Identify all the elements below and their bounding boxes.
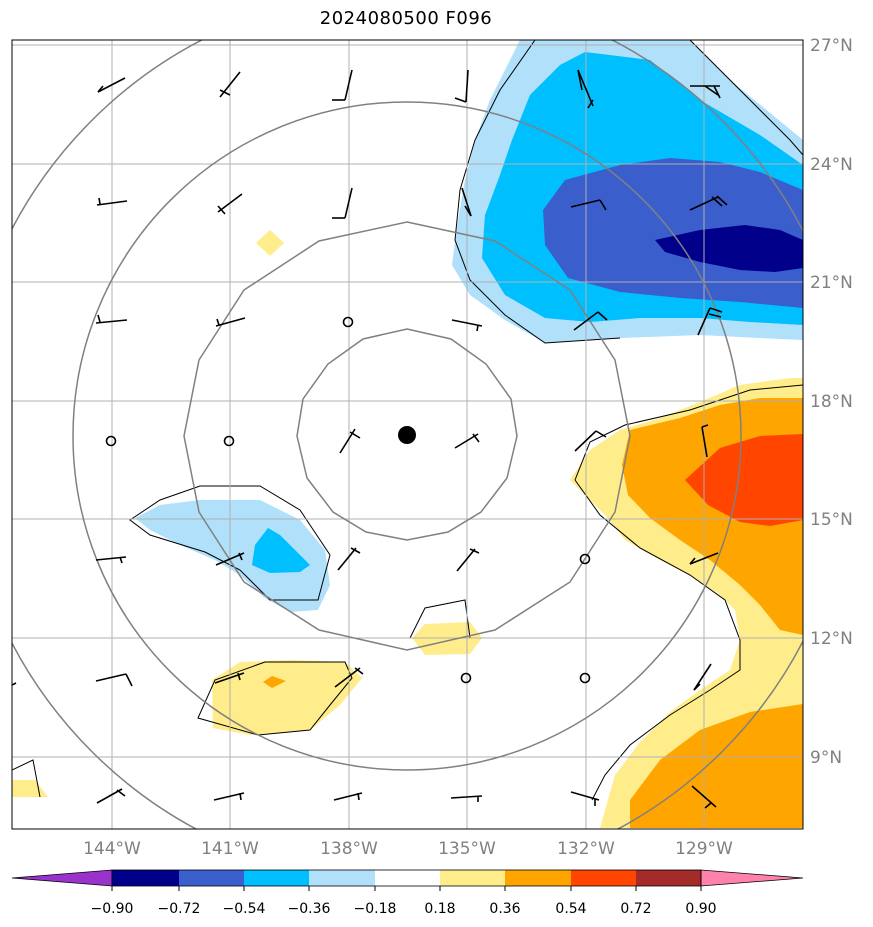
- colorbar-segment: [309, 870, 375, 886]
- wind-barb: [570, 791, 600, 806]
- wind-barb: [96, 197, 128, 206]
- lat-label: 18°N: [810, 392, 853, 412]
- colorbar-tick-label: −0.72: [158, 901, 201, 917]
- storm-center-dot: [398, 426, 416, 444]
- wind-barb: [214, 672, 245, 684]
- colorbar-segment: [244, 870, 309, 886]
- colorbar-tick-label: 0.36: [489, 901, 520, 917]
- lon-label: 144°W: [83, 839, 141, 859]
- colorbar-tick-label: 0.18: [424, 901, 455, 917]
- wind-barb: [451, 319, 483, 332]
- wind-barb: [333, 792, 363, 801]
- positive-anomaly-region-east: [570, 378, 803, 828]
- colorbar-segment: [505, 870, 571, 886]
- colorbar-segment: [440, 870, 505, 886]
- negative-anomaly-region-west: [135, 500, 330, 612]
- wind-barb: [450, 795, 483, 802]
- wind-barb: [689, 552, 719, 565]
- wind-barb: [95, 556, 127, 564]
- wind-barb: [461, 187, 472, 217]
- wind-barb: [217, 193, 243, 215]
- lon-label: 141°W: [201, 839, 259, 859]
- wind-barb: [215, 552, 245, 566]
- colorbar-tick-label: −0.90: [91, 901, 134, 917]
- wind-barb: [701, 424, 709, 458]
- wind-barb: [454, 69, 469, 103]
- lon-label: 132°W: [557, 839, 615, 859]
- negative-anomaly-region-north: [452, 40, 803, 343]
- colorbar-segment: [112, 870, 179, 886]
- wind-barb: [573, 311, 608, 331]
- wind-barb: [690, 85, 721, 99]
- wind-barb: [334, 667, 364, 688]
- wind-barb: [693, 663, 712, 691]
- calm-circle: [579, 672, 591, 684]
- colorbar-segment: [375, 870, 440, 886]
- colorbar-tick-label: 0.54: [555, 901, 586, 917]
- map-panel: [12, 40, 803, 829]
- wind-barb: [339, 428, 361, 454]
- wind-barb: [96, 788, 126, 804]
- calm-circle: [460, 672, 472, 684]
- calm-wind-markers: [105, 316, 591, 684]
- wind-barb: [574, 430, 607, 452]
- wind-barb: [454, 433, 480, 449]
- wind-barb: [95, 673, 133, 687]
- calm-circle: [105, 435, 117, 447]
- colorbar-segment: [179, 870, 244, 886]
- range-rings: [12, 40, 803, 829]
- lat-label: 9°N: [810, 748, 842, 768]
- wind-barb: [570, 199, 607, 211]
- wind-barb: [332, 187, 353, 219]
- colorbar: −0.90 −0.72 −0.54 −0.36 −0.18 0.18 0.36 …: [11, 869, 804, 917]
- map-title: 2024080500 F096: [319, 8, 493, 29]
- wind-barb: [12, 682, 17, 686]
- wind-barb: [332, 69, 353, 101]
- graticule: [12, 40, 803, 829]
- lat-label: 12°N: [810, 629, 853, 649]
- calm-circle: [223, 435, 235, 447]
- wind-barbs: [12, 69, 728, 809]
- lat-label: 27°N: [810, 36, 853, 56]
- lon-label: 129°W: [675, 839, 733, 859]
- longitude-labels: 144°W 141°W 138°W 135°W 132°W 129°W: [83, 839, 733, 859]
- colorbar-extend-high: [700, 869, 804, 887]
- latitude-labels: 27°N 24°N 21°N 18°N 15°N 12°N 9°N: [810, 36, 853, 768]
- colorbar-tick-label: −0.18: [354, 901, 397, 917]
- calm-circle: [579, 553, 591, 565]
- lat-label: 21°N: [810, 273, 853, 293]
- colorbar-segment: [571, 870, 636, 886]
- wind-barb: [577, 69, 594, 109]
- colorbar-tick-label: 0.72: [620, 901, 651, 917]
- wind-barb: [97, 77, 126, 93]
- calm-circle: [342, 316, 354, 328]
- wind-barb: [456, 548, 480, 572]
- colorbar-tick-label: −0.54: [223, 901, 266, 917]
- colorbar-tick-label: 0.90: [685, 901, 716, 917]
- wind-barb: [215, 317, 246, 327]
- colorbar-tick-label: −0.36: [288, 901, 331, 917]
- colorbar-extend-low: [11, 869, 113, 887]
- colorbar-segment: [636, 870, 701, 886]
- wind-barb: [95, 314, 128, 324]
- wind-barb: [337, 547, 361, 571]
- wind-barb: [691, 785, 717, 809]
- lat-label: 15°N: [810, 510, 853, 530]
- positive-anomaly-region-south: [12, 230, 482, 797]
- lon-label: 135°W: [438, 839, 496, 859]
- wind-barb: [219, 71, 241, 98]
- wind-barb: [697, 307, 723, 336]
- wind-barb: [213, 792, 245, 801]
- map-frame: [11, 39, 804, 830]
- lat-label: 24°N: [810, 155, 853, 175]
- wind-barb: [689, 195, 728, 211]
- lon-label: 138°W: [320, 839, 378, 859]
